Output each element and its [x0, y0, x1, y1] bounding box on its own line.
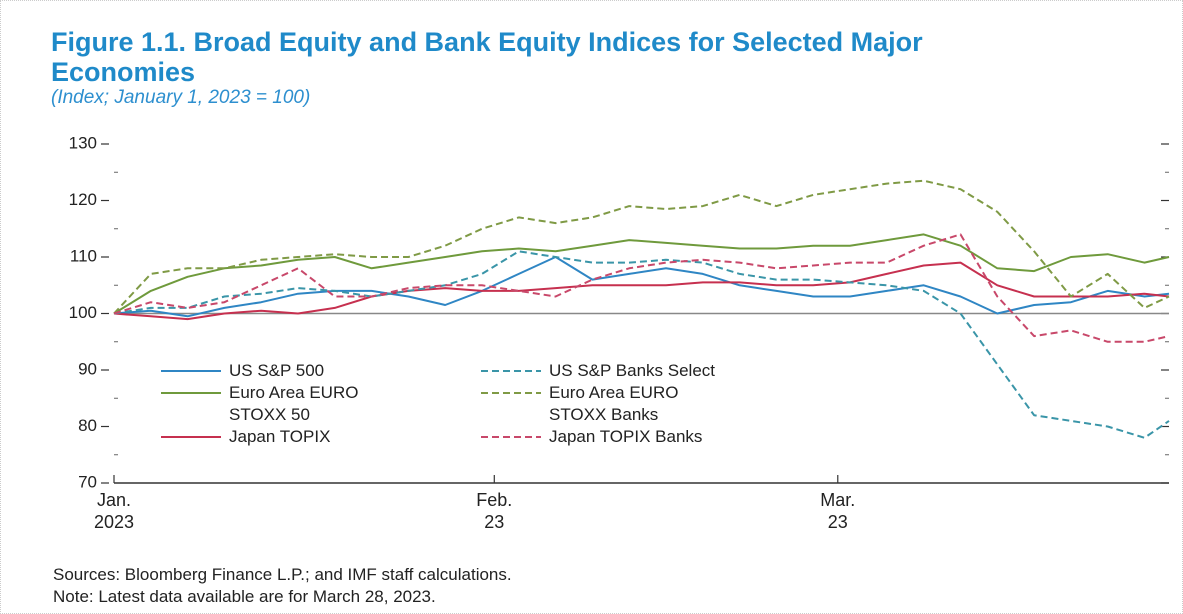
y-tick-label: 80: [78, 416, 97, 435]
x-tick-label: Feb. 23: [476, 490, 513, 532]
y-tick-label: 130: [69, 133, 97, 152]
legend-label: Euro Area EURO STOXX Banks: [549, 383, 679, 424]
sources-note: Sources: Bloomberg Finance L.P.; and IMF…: [53, 565, 512, 584]
series-line: [113, 261, 1170, 321]
series-line: [113, 233, 1170, 315]
series-line: [113, 179, 1170, 315]
y-tick-label: 120: [69, 190, 97, 209]
chart-title: Figure 1.1. Broad Equity and Bank Equity…: [51, 27, 923, 87]
x-tick-label: Jan. 2023: [93, 490, 135, 532]
y-tick-label: 110: [70, 246, 97, 265]
y-tick-label: 70: [78, 472, 97, 491]
data-note: Note: Latest data available are for Marc…: [53, 587, 436, 606]
y-tick-label: 100: [69, 303, 97, 322]
legend-label: Japan TOPIX Banks: [549, 427, 703, 446]
legend-label: US S&P 500: [229, 361, 325, 380]
legend-label: Euro Area EURO STOXX 50: [229, 383, 359, 424]
series-line: [113, 233, 1170, 343]
series-line: [113, 256, 1170, 318]
legend-label: US S&P Banks Select: [549, 361, 715, 380]
chart-subtitle: (Index; January 1, 2023 = 100): [51, 87, 311, 108]
legend-label: Japan TOPIX: [229, 427, 331, 446]
x-tick-label: Mar. 23: [820, 490, 856, 532]
y-tick-label: 90: [78, 359, 97, 378]
series-line: [113, 250, 1170, 439]
